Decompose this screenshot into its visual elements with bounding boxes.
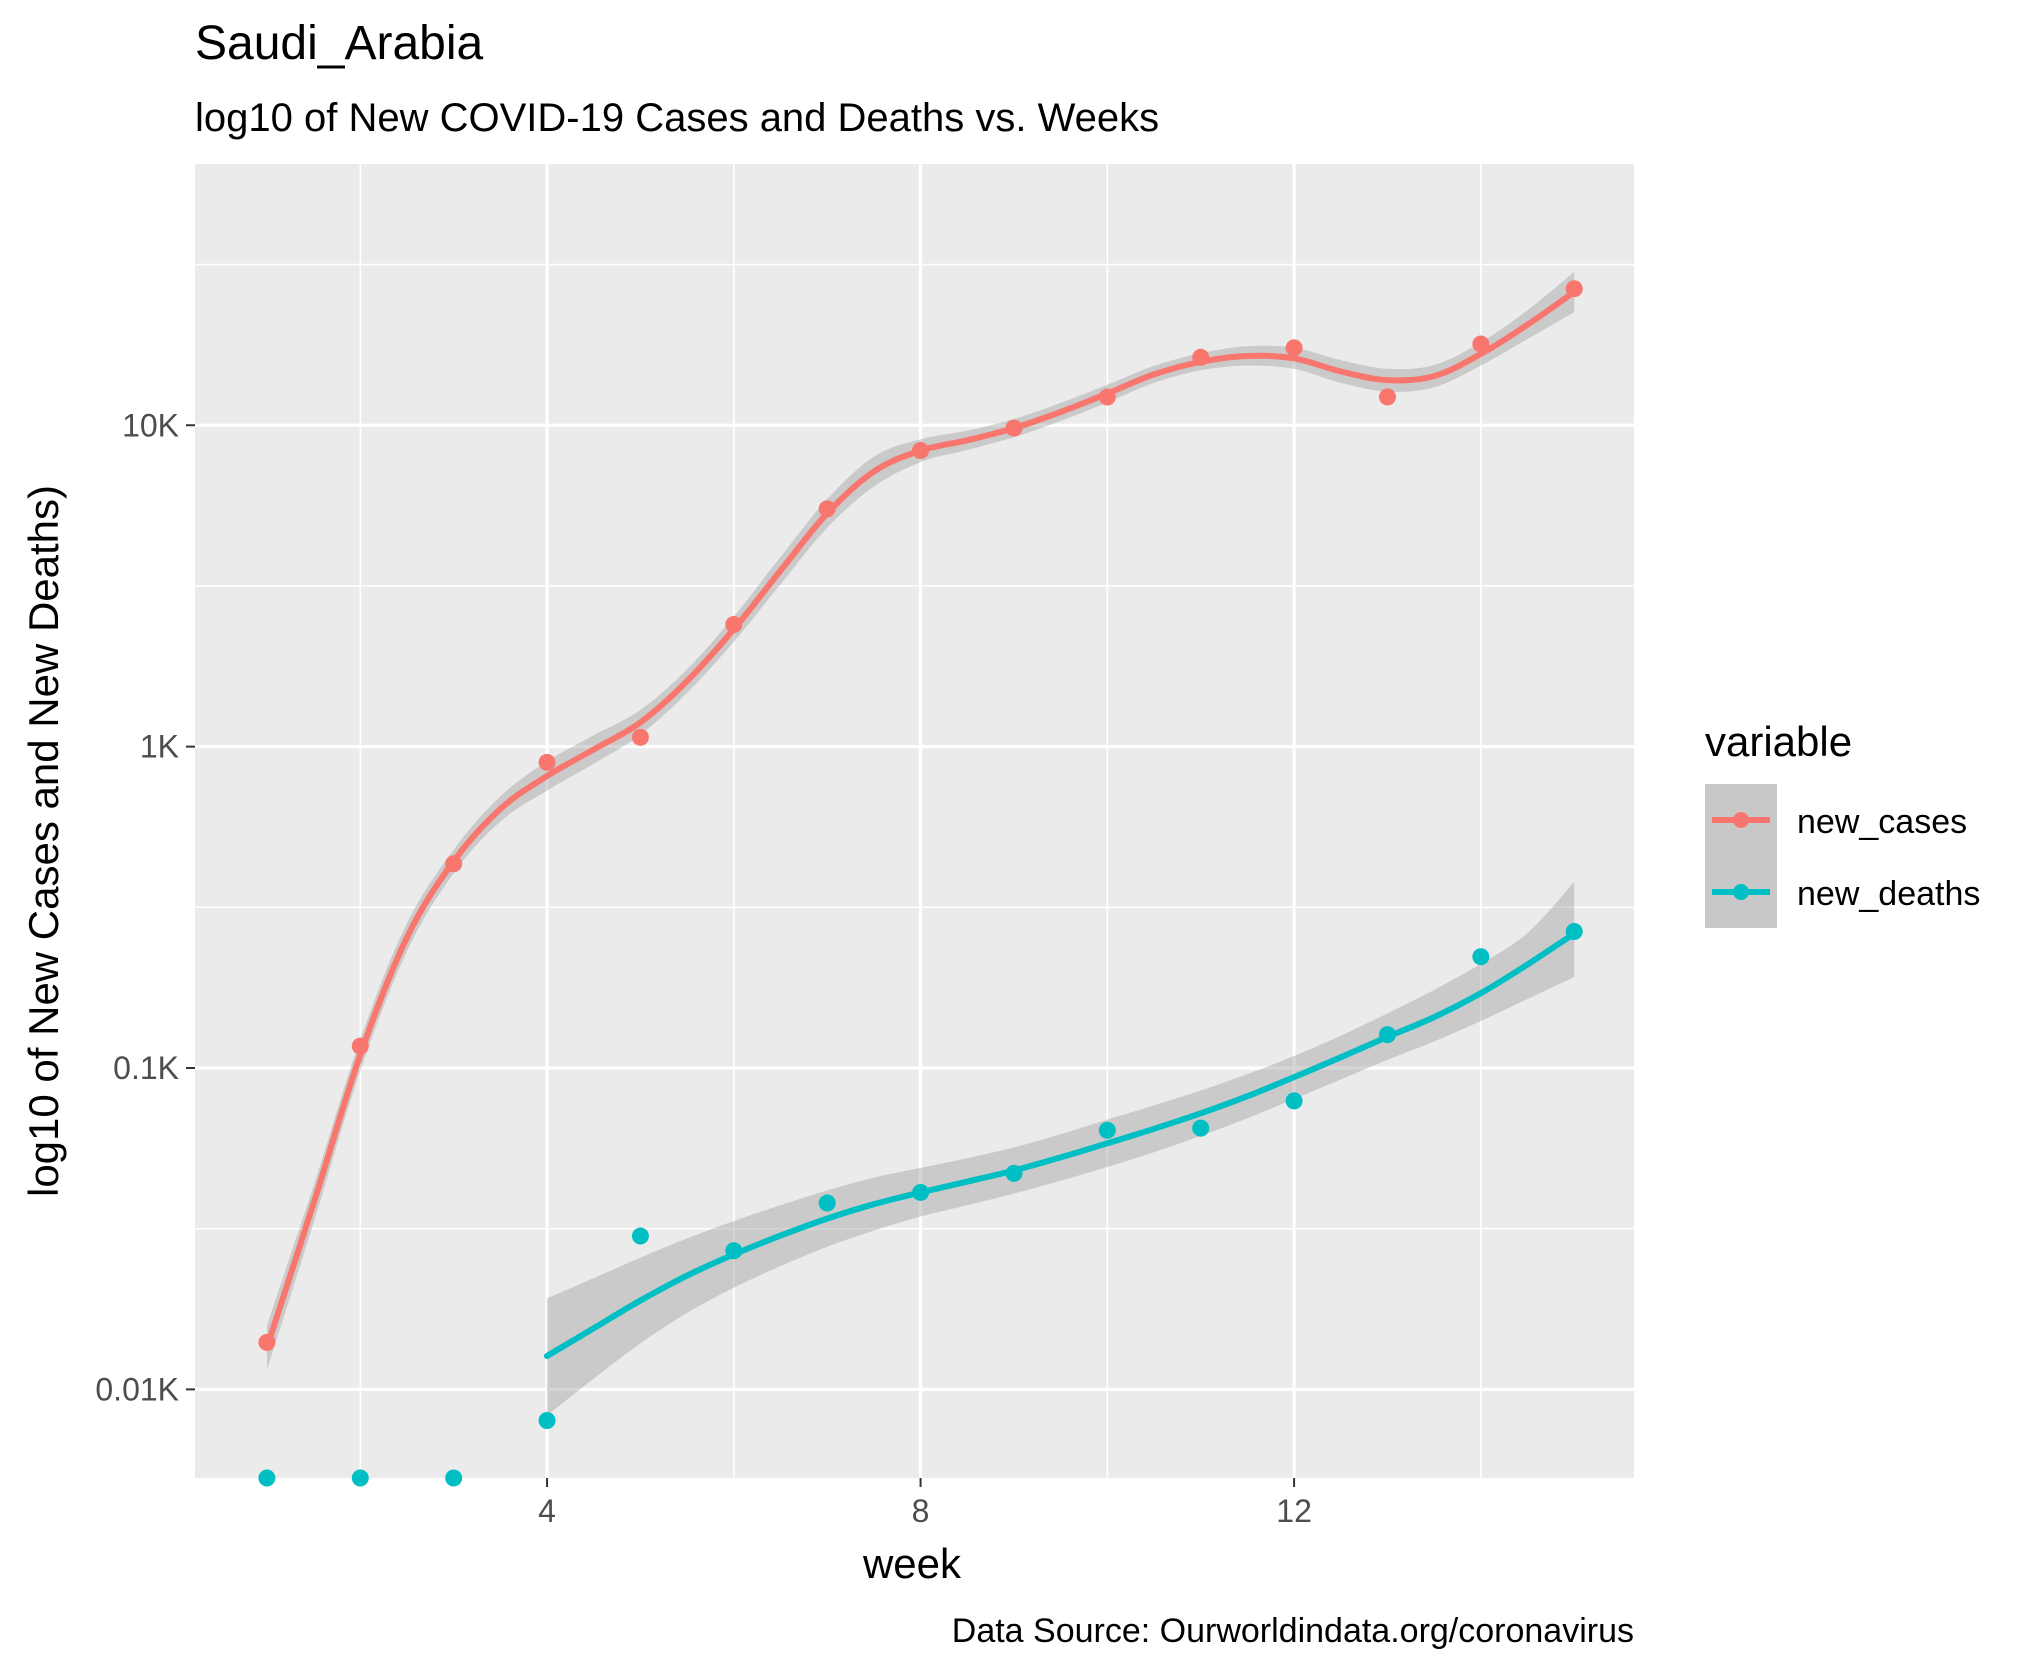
point-new-cases: [1472, 335, 1490, 353]
legend-label-new-deaths: new_deaths: [1797, 875, 1980, 913]
point-new-cases: [631, 728, 649, 746]
confidence-bands: [266, 271, 1575, 1416]
point-new-deaths: [445, 1469, 463, 1487]
x-tick-label: 12: [1276, 1493, 1312, 1529]
plot-panel: [195, 164, 1634, 1478]
point-new-cases: [818, 500, 836, 518]
point-new-cases: [258, 1333, 276, 1351]
point-new-deaths: [1192, 1119, 1210, 1137]
point-new-deaths: [1472, 948, 1490, 966]
point-new-cases: [912, 442, 930, 460]
point-new-deaths: [1285, 1092, 1303, 1110]
legend-point-new-cases: [1733, 812, 1749, 828]
point-new-deaths: [631, 1227, 649, 1245]
x-axis-label: week: [862, 1540, 962, 1587]
legend-title: variable: [1705, 718, 1852, 765]
point-new-deaths: [912, 1183, 930, 1201]
point-new-cases: [1098, 388, 1116, 406]
chart-title: Saudi_Arabia: [195, 17, 484, 70]
x-tick-label: 8: [912, 1493, 930, 1529]
point-new-cases: [1565, 280, 1583, 298]
point-new-cases: [538, 753, 556, 771]
data-source-caption: Data Source: Ourworldindata.org/coronavi…: [952, 1612, 1634, 1650]
y-tick-label: 10K: [122, 407, 179, 443]
point-new-deaths: [538, 1412, 556, 1430]
grid: [195, 164, 1634, 1478]
legend-point-new-deaths: [1733, 884, 1749, 900]
point-new-cases: [351, 1037, 369, 1055]
y-tick-label: 1K: [140, 729, 179, 765]
x-tick-label: 4: [538, 1493, 556, 1529]
point-new-deaths: [1098, 1121, 1116, 1139]
point-new-deaths: [818, 1194, 836, 1212]
point-new-cases: [1005, 419, 1023, 437]
point-new-deaths: [258, 1469, 276, 1487]
y-tick-label: 0.01K: [95, 1371, 179, 1407]
point-new-deaths: [1565, 922, 1583, 940]
point-new-deaths: [351, 1469, 369, 1487]
confidence-band-new-deaths: [547, 882, 1575, 1416]
legend: variable new_cases new_deaths: [1705, 718, 1980, 928]
point-new-cases: [1285, 339, 1303, 357]
point-new-deaths: [1378, 1026, 1396, 1044]
x-axis-ticks: 4 8 12: [538, 1478, 1312, 1529]
data-points: [258, 280, 1583, 1487]
point-new-cases: [445, 855, 463, 873]
smooth-lines: [263, 288, 1578, 1359]
y-axis-label: log10 of New Cases and New Deaths): [20, 485, 67, 1197]
point-new-deaths: [1005, 1164, 1023, 1182]
smooth-line-new-deaths: [544, 930, 1578, 1359]
chart-subtitle: log10 of New COVID-19 Cases and Deaths v…: [195, 96, 1159, 140]
point-new-cases: [725, 616, 743, 634]
confidence-band-new-cases: [266, 271, 1575, 1370]
y-tick-label: 0.1K: [113, 1050, 179, 1086]
y-axis-ticks: 0.01K 0.1K 1K 10K: [95, 407, 195, 1407]
smooth-line-new-cases: [263, 288, 1578, 1351]
point-new-cases: [1192, 348, 1210, 366]
point-new-deaths: [725, 1242, 743, 1260]
point-new-cases: [1378, 388, 1396, 406]
legend-label-new-cases: new_cases: [1797, 803, 1967, 841]
